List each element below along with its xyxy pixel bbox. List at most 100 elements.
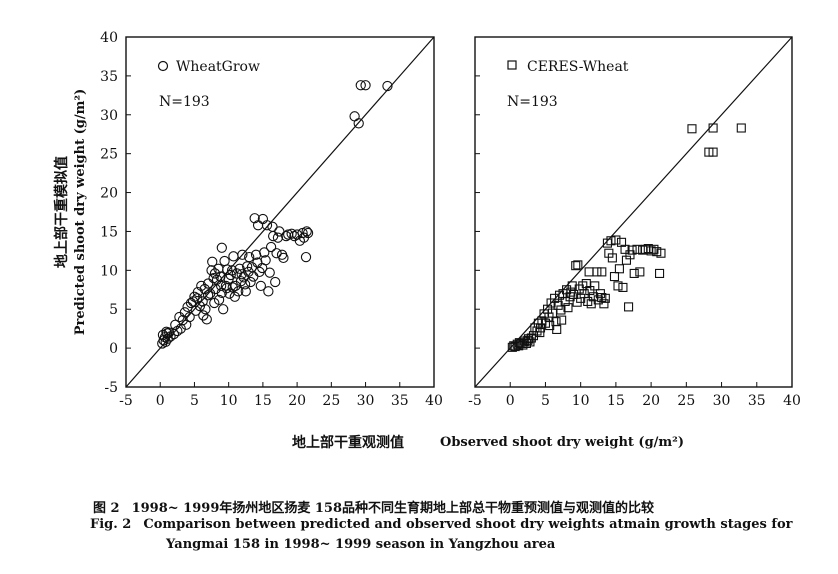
ceres-point	[597, 267, 607, 277]
wheatgrow-point	[202, 290, 214, 301]
wheatgrow-point	[202, 278, 214, 289]
wheatgrow-y-tick-label: 10	[100, 263, 118, 279]
wheatgrow-point	[240, 286, 251, 297]
wheatgrow-point	[182, 301, 193, 313]
wheatgrow-point	[267, 221, 278, 232]
wheatgrow-y-tick-label: 30	[100, 108, 118, 124]
y-axis-label-cn: 地上部干重模拟值	[53, 156, 70, 268]
ceres-panel: -5 0 5 10 15 20 25 30 35 40 CERES-Wheat N=193	[468, 36, 801, 409]
wheatgrow-point	[192, 293, 203, 304]
wheatgrow-x-tick-label: 10	[220, 393, 238, 409]
figure-caption-en-line2: Yangmai 158 in 1998~ 1999 season in Yang…	[0, 537, 838, 552]
wheatgrow-one-to-one-line	[125, 36, 435, 388]
wheatgrow-sample-size: N=193	[159, 94, 210, 110]
wheatgrow-point	[255, 280, 266, 292]
wheatgrow-points	[157, 80, 393, 349]
wheatgrow-point	[241, 261, 253, 272]
wheatgrow-point	[245, 276, 256, 288]
wheatgrow-point	[233, 286, 244, 297]
ceres-point	[557, 315, 567, 325]
wheatgrow-point	[239, 279, 251, 290]
ceres-point	[620, 244, 630, 254]
ceres-point	[567, 281, 577, 291]
ceres-x-tick-label: 5	[541, 393, 550, 409]
wheatgrow-y-tick-label: 40	[100, 30, 118, 46]
ceres-x-tick-label: 20	[642, 393, 660, 409]
wheatgrow-x-tick-label: 40	[425, 393, 443, 409]
ceres-point	[526, 333, 536, 343]
wheatgrow-y-tick-label: 15	[100, 224, 118, 240]
wheatgrow-point	[264, 267, 275, 278]
ceres-x-axis: -5 0 5 10 15 20 25 30 35 40	[468, 382, 801, 409]
ceres-plot-frame	[474, 36, 793, 388]
ceres-point	[607, 253, 617, 263]
ceres-point	[613, 281, 623, 291]
wheatgrow-point	[353, 118, 364, 129]
caption-en-text-line1: Comparison between predicted and observe…	[143, 517, 793, 532]
figure-caption-cn: 图 2 1998~ 1999年扬州地区扬麦 158品种不同生育期地上部总干物重预测…	[0, 497, 838, 516]
wheatgrow-point	[300, 251, 312, 263]
wheatgrow-x-tick-label: 35	[391, 393, 409, 409]
ceres-x-tick-label: 25	[677, 393, 695, 409]
wheatgrow-x-tick-label: 5	[190, 393, 199, 409]
ceres-sample-size: N=193	[507, 94, 558, 110]
wheatgrow-point	[225, 269, 236, 281]
caption-cn-text: 1998~ 1999年扬州地区扬麦 158品种不同生育期地上部总干物重预测值与观…	[131, 501, 655, 516]
ceres-legend-label: CERES-Wheat	[527, 59, 629, 75]
wheatgrow-point	[172, 325, 183, 337]
wheatgrow-point	[382, 80, 393, 92]
ceres-point	[656, 248, 666, 258]
ceres-point	[624, 302, 634, 312]
wheatgrow-point	[200, 304, 211, 315]
wheatgrow-x-axis: -5 0 5 10 15 20 25 30 35 40	[119, 382, 443, 409]
ceres-legend-marker	[507, 60, 517, 70]
wheatgrow-point	[278, 252, 289, 264]
ceres-point	[655, 268, 665, 278]
ceres-x-tick-label: 0	[506, 393, 515, 409]
wheatgrow-point	[349, 111, 360, 122]
wheatgrow-x-tick-label: 20	[288, 393, 306, 409]
ceres-point	[627, 245, 637, 255]
x-axis-label-en: Observed shoot dry weight (g/m²)	[440, 435, 684, 450]
wheatgrow-point	[184, 311, 195, 323]
wheatgrow-point	[192, 286, 204, 298]
ceres-point	[736, 123, 746, 133]
ceres-point	[646, 246, 656, 256]
caption-cn-number: 图 2	[93, 501, 120, 516]
wheatgrow-y-tick-label: -5	[104, 380, 118, 396]
ceres-x-tick-label: 15	[607, 393, 625, 409]
ceres-x-tick-label: 35	[748, 393, 766, 409]
wheatgrow-point	[174, 311, 185, 323]
wheatgrow-point	[209, 297, 220, 309]
wheatgrow-point	[207, 256, 218, 267]
wheatgrow-point	[259, 247, 270, 258]
wheatgrow-point	[270, 276, 281, 288]
wheatgrow-point	[170, 319, 181, 330]
ceres-point	[535, 328, 545, 338]
wheatgrow-point	[260, 255, 271, 266]
wheatgrow-x-tick-label: 15	[254, 393, 272, 409]
ceres-point	[629, 268, 639, 278]
wheatgrow-point	[236, 269, 247, 280]
figure-canvas: -5 0 5 10 15 20 25 30 35 40 -5 0 5 10 15 20 25 30 35 40 Wh…	[53, 30, 801, 451]
ceres-point	[708, 123, 718, 133]
wheatgrow-x-tick-label: 0	[156, 393, 165, 409]
wheatgrow-point	[286, 228, 297, 239]
ceres-point	[535, 323, 546, 333]
wheatgrow-point	[360, 80, 371, 91]
wheatgrow-point	[291, 229, 303, 240]
wheatgrow-point	[165, 331, 176, 342]
wheatgrow-point	[219, 255, 230, 267]
ceres-point	[708, 147, 718, 157]
wheatgrow-point	[355, 80, 366, 91]
ceres-x-tick-label: 30	[713, 393, 731, 409]
ceres-point	[584, 267, 594, 277]
ceres-point	[571, 261, 581, 271]
wheatgrow-point	[157, 329, 169, 341]
wheatgrow-y-tick-label: 20	[100, 186, 118, 202]
caption-en-number: Fig. 2	[90, 517, 132, 532]
wheatgrow-y-tick-label: 35	[100, 69, 118, 85]
wheatgrow-legend-marker	[157, 60, 169, 72]
ceres-point	[597, 293, 607, 303]
ceres-point	[563, 303, 573, 313]
